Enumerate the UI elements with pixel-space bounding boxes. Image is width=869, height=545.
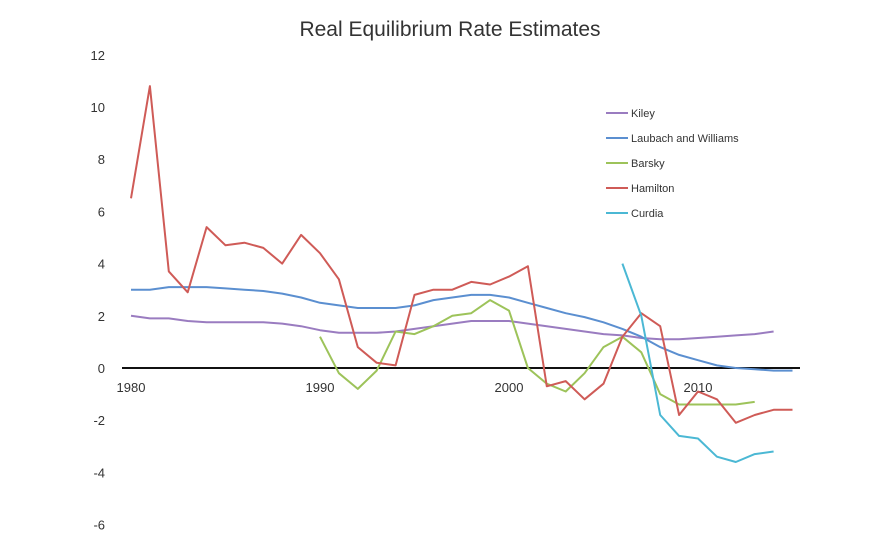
y-tick-label: 4 xyxy=(98,257,105,272)
y-tick-label: 0 xyxy=(98,361,105,376)
y-tick-label: 6 xyxy=(98,204,105,219)
x-tick-label: 2010 xyxy=(684,380,713,395)
chart-title: Real Equilibrium Rate Estimates xyxy=(299,18,600,41)
series-line-curdia xyxy=(621,263,774,463)
legend-label: Kiley xyxy=(631,108,655,120)
legend-label: Curdia xyxy=(631,208,664,220)
y-tick-label: 8 xyxy=(98,152,105,167)
y-tick-label: -6 xyxy=(93,518,105,533)
y-tick-label: -2 xyxy=(93,413,105,428)
y-tick-label: -4 xyxy=(93,465,105,480)
y-tick-label: 10 xyxy=(91,100,105,115)
series-line-barsky xyxy=(319,299,755,406)
legend-label: Hamilton xyxy=(631,183,674,195)
legend-label: Laubach and Williams xyxy=(631,133,739,145)
x-tick-label: 1980 xyxy=(117,380,146,395)
series-line-hamilton xyxy=(130,85,793,424)
x-tick-label: 1990 xyxy=(306,380,335,395)
y-tick-label: 12 xyxy=(91,48,105,63)
x-tick-label: 2000 xyxy=(495,380,524,395)
series-line-kiley xyxy=(130,314,774,341)
y-tick-label: 2 xyxy=(98,309,105,324)
legend-label: Barsky xyxy=(631,158,665,170)
series-line-laubach-and-williams xyxy=(131,286,793,372)
